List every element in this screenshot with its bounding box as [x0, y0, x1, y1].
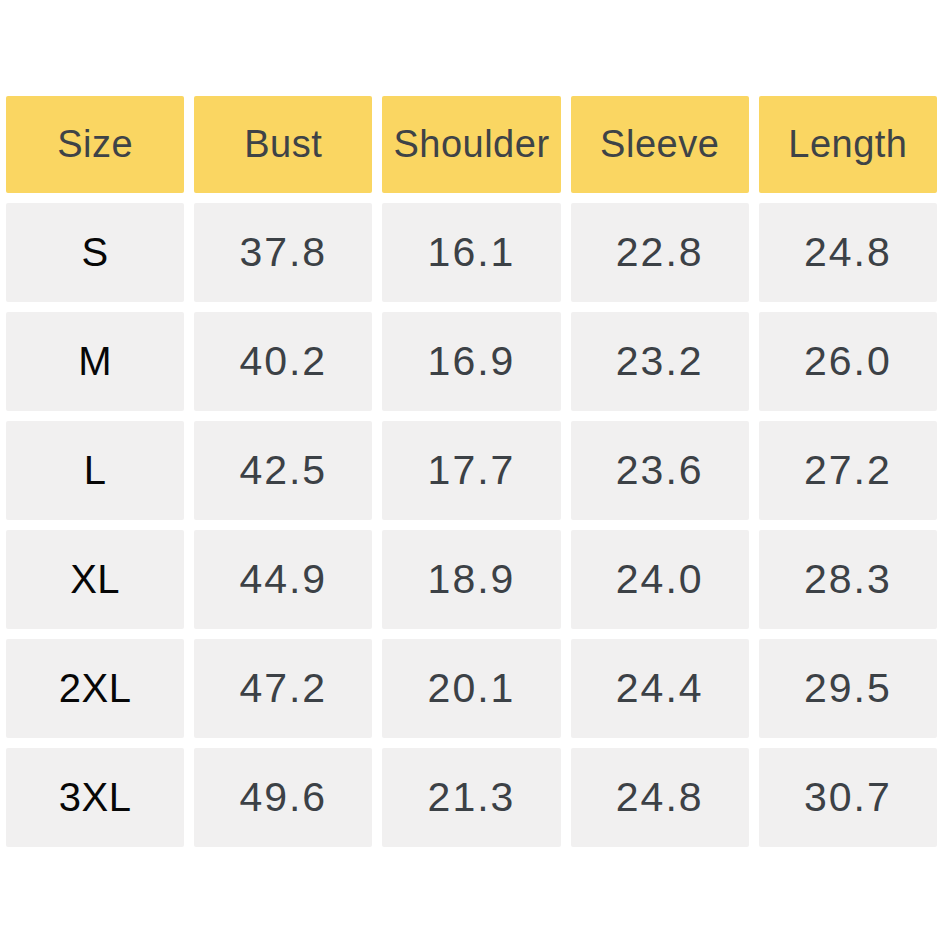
bust-value: 42.5 [194, 421, 372, 520]
length-value: 30.7 [759, 748, 937, 847]
shoulder-value: 18.9 [382, 530, 560, 629]
sleeve-value: 23.2 [571, 312, 749, 411]
header-cell-sleeve: Sleeve [571, 96, 749, 193]
table-row-3xl: 3XL 49.6 21.3 24.8 30.7 [6, 748, 937, 847]
sleeve-value: 23.6 [571, 421, 749, 520]
shoulder-value: 17.7 [382, 421, 560, 520]
shoulder-value: 16.1 [382, 203, 560, 302]
header-row: Size Bust Shoulder Sleeve Length [6, 96, 937, 193]
size-label: M [6, 312, 184, 411]
shoulder-value: 21.3 [382, 748, 560, 847]
bust-value: 49.6 [194, 748, 372, 847]
size-label: 3XL [6, 748, 184, 847]
bust-value: 37.8 [194, 203, 372, 302]
sleeve-value: 24.8 [571, 748, 749, 847]
bust-value: 40.2 [194, 312, 372, 411]
bust-value: 47.2 [194, 639, 372, 738]
table-row-l: L 42.5 17.7 23.6 27.2 [6, 421, 937, 520]
table-row-m: M 40.2 16.9 23.2 26.0 [6, 312, 937, 411]
header-cell-size: Size [6, 96, 184, 193]
sleeve-value: 22.8 [571, 203, 749, 302]
length-value: 27.2 [759, 421, 937, 520]
header-cell-bust: Bust [194, 96, 372, 193]
shoulder-value: 16.9 [382, 312, 560, 411]
sleeve-value: 24.0 [571, 530, 749, 629]
size-chart-table: Size Bust Shoulder Sleeve Length S 37.8 … [6, 96, 937, 847]
header-cell-shoulder: Shoulder [382, 96, 560, 193]
size-chart-page: Size Bust Shoulder Sleeve Length S 37.8 … [0, 0, 943, 943]
sleeve-value: 24.4 [571, 639, 749, 738]
length-value: 29.5 [759, 639, 937, 738]
table-row-s: S 37.8 16.1 22.8 24.8 [6, 203, 937, 302]
size-label: S [6, 203, 184, 302]
length-value: 24.8 [759, 203, 937, 302]
shoulder-value: 20.1 [382, 639, 560, 738]
size-label: L [6, 421, 184, 520]
table-row-xl: XL 44.9 18.9 24.0 28.3 [6, 530, 937, 629]
length-value: 26.0 [759, 312, 937, 411]
size-label: XL [6, 530, 184, 629]
header-cell-length: Length [759, 96, 937, 193]
size-label: 2XL [6, 639, 184, 738]
length-value: 28.3 [759, 530, 937, 629]
bust-value: 44.9 [194, 530, 372, 629]
table-row-2xl: 2XL 47.2 20.1 24.4 29.5 [6, 639, 937, 738]
